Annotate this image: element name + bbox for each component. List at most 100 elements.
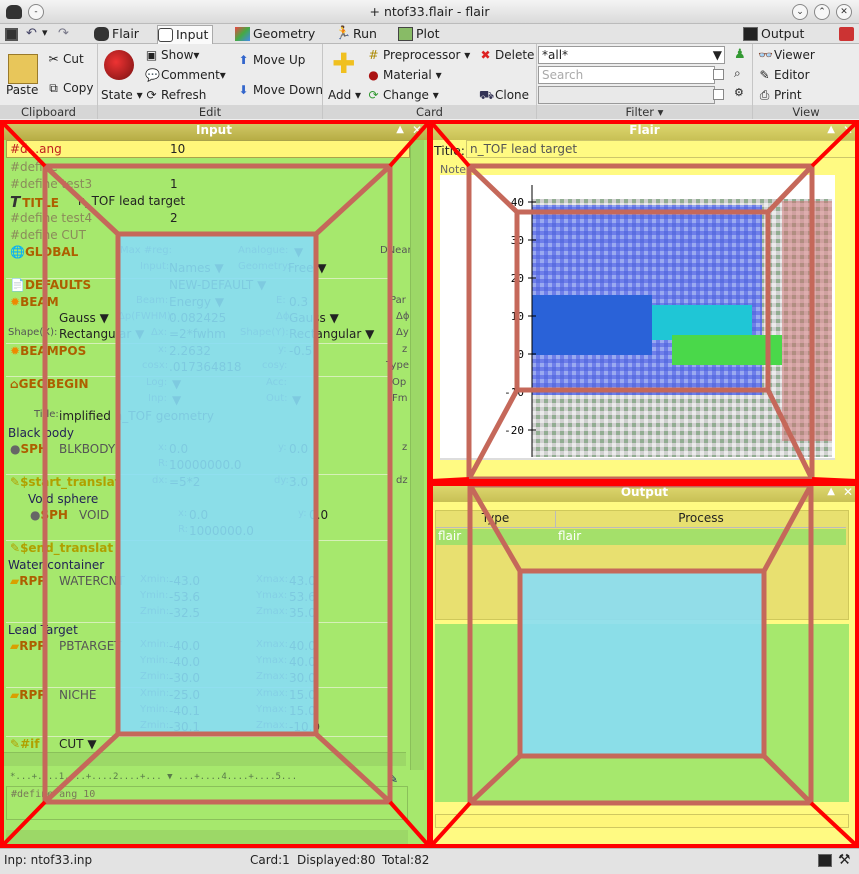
panel-close-icon[interactable]: ✕ (411, 123, 422, 137)
move-up-button[interactable]: ⬆ Move Up (237, 53, 305, 67)
state-dropdown[interactable]: State ▾ (101, 88, 143, 102)
define-test3-value[interactable]: 1 (170, 177, 178, 191)
sph2-r-value[interactable]: 1000000.0 (189, 524, 254, 538)
card-geobegin[interactable]: ⌂GEOBEGIN (10, 377, 89, 391)
editor-hscrollbar[interactable] (6, 830, 408, 844)
comment-black-body[interactable]: Black body (8, 426, 74, 440)
card-start-translat[interactable]: ✎$start_translat (10, 475, 120, 489)
sph2-y-value[interactable]: 0.0 (309, 508, 329, 522)
card-title[interactable]: T TITLE (10, 193, 59, 211)
rpp2-xmin-value[interactable]: -40.0 (169, 639, 201, 653)
rpp3-xmin-value[interactable]: -25.0 (169, 688, 201, 702)
delete-button[interactable]: ✖ Delete (479, 48, 534, 62)
tab-flair[interactable]: Flair (94, 25, 139, 44)
card-defaults[interactable]: 📄DEFAULTS (10, 278, 91, 292)
save-icon[interactable] (5, 28, 18, 41)
card-define-cut[interactable]: #define CUT (10, 228, 86, 242)
card-define-test3[interactable]: #define test3 (10, 177, 93, 191)
table-row[interactable]: flair flair (436, 529, 846, 545)
viewer-button[interactable]: 👓Viewer (758, 48, 815, 62)
filter-checkbox-2[interactable] (713, 89, 724, 100)
sph-blkbody-name[interactable]: BLKBODY (59, 442, 116, 456)
rpp1-xmin-value[interactable]: -43.0 (169, 574, 201, 588)
redo-icon[interactable]: ↷ (58, 26, 69, 41)
dy-translat-value[interactable]: 3.0 (289, 475, 309, 489)
dphi-select[interactable]: Gauss ▼ (289, 311, 339, 325)
move-down-button[interactable]: ⬇ Move Down (237, 83, 323, 97)
rpp3-zmax-value[interactable]: -10.0 (289, 720, 321, 734)
refresh-button[interactable]: ⟳ Refresh (145, 88, 206, 102)
copy-button[interactable]: ⧉ Copy (47, 81, 93, 96)
filter-checkbox-1[interactable] (713, 69, 724, 80)
rpp1-ymax-value[interactable]: 53.6 (289, 590, 316, 604)
close-button[interactable]: ✕ (836, 4, 852, 20)
analogue-select[interactable]: ▼ (294, 245, 304, 259)
log-select[interactable]: ▼ (172, 377, 182, 391)
card-sph-blkbody[interactable]: ●SPH (10, 442, 48, 456)
beampos-y-value[interactable]: -0.5 (289, 344, 313, 358)
window-menu-button[interactable]: - (28, 4, 44, 20)
panel-collapse-icon[interactable]: ▲ (396, 124, 404, 135)
define-ang-value[interactable]: 10 (170, 142, 186, 156)
rpp2-zmin-value[interactable]: -30.0 (169, 671, 201, 685)
filter-options-icon[interactable]: ⚙ (734, 86, 744, 99)
input-select[interactable]: Names ▼ (169, 261, 224, 275)
define-test4-value[interactable]: 2 (170, 211, 178, 225)
card-define-2[interactable]: #define (10, 160, 58, 174)
geo-title-value[interactable]: implified n_TOF geometry (59, 409, 214, 423)
card-end-translat[interactable]: ✎$end_translat (10, 541, 113, 555)
card-sph-void[interactable]: ●SPH (30, 508, 68, 522)
comment-lead-target[interactable]: Lead Target (8, 623, 78, 637)
rpp1-name[interactable]: WATERCNT (59, 574, 125, 588)
rpp2-xmax-value[interactable]: 40.0 (289, 639, 316, 653)
comment-void-sphere[interactable]: Void sphere (28, 492, 99, 506)
rpp3-ymax-value[interactable]: 15.0 (289, 704, 316, 718)
add-icon[interactable]: ✚ (332, 47, 356, 80)
maximize-button[interactable]: ⌃ (814, 4, 830, 20)
card-list-hscrollbar[interactable] (4, 752, 406, 766)
minimize-button[interactable]: ⌄ (792, 4, 808, 20)
card-beampos[interactable]: ✹BEAMPOS (10, 344, 86, 358)
clone-button[interactable]: ⛟Clone (479, 88, 529, 104)
out-select[interactable]: ▼ (292, 393, 302, 407)
panel-collapse-icon-2[interactable]: ▲ (827, 124, 835, 135)
sph-void-name[interactable]: VOID (79, 508, 110, 522)
sph1-y-value[interactable]: 0.0 (289, 442, 309, 456)
dp-fwhm-value[interactable]: 0.082425 (169, 311, 227, 325)
tab-output[interactable]: Output (743, 25, 804, 44)
redo-dropdown-icon[interactable]: ▾ (42, 26, 48, 39)
title-value[interactable]: n_TOF lead target (78, 194, 186, 208)
col-header-type[interactable]: Type (436, 511, 556, 528)
shape-x-select[interactable]: Rectangular ▼ (59, 327, 145, 341)
rpp3-xmax-value[interactable]: 15.0 (289, 688, 316, 702)
editor-button[interactable]: ✎ Editor (758, 68, 809, 82)
if-cut-select[interactable]: CUT ▼ (59, 737, 97, 751)
magnifier-icon[interactable]: ⌕ (734, 66, 741, 80)
dx-translat-value[interactable]: =5*2 (169, 475, 201, 489)
rpp2-ymax-value[interactable]: 40.0 (289, 655, 316, 669)
card-editor-textarea[interactable]: #define ang 10 (6, 786, 408, 820)
dx-value[interactable]: =2*fwhm (169, 327, 226, 341)
panel-close-icon-2[interactable]: ✕ (842, 123, 853, 137)
tab-run[interactable]: 🏃 Run (335, 25, 377, 44)
sph2-x-value[interactable]: 0.0 (189, 508, 209, 522)
beampos-x-value[interactable]: 2.2632 (169, 344, 211, 358)
sph1-x-value[interactable]: 0.0 (169, 442, 189, 456)
rpp1-zmax-value[interactable]: 35.0 (289, 606, 316, 620)
dp-shape-select[interactable]: Gauss ▼ (59, 311, 109, 325)
rpp3-zmin-value[interactable]: -30.1 (169, 720, 201, 734)
filter-extra-input[interactable] (538, 86, 715, 104)
card-rpp-niche[interactable]: ▰RPP (10, 688, 46, 702)
comment-water-container[interactable]: Water container (8, 558, 105, 572)
rpp1-xmax-value[interactable]: 43.0 (289, 574, 316, 588)
panel-collapse-icon-3[interactable]: ▲ (827, 486, 835, 497)
shape-y-select[interactable]: Rectangular ▼ (289, 327, 375, 341)
add-dropdown[interactable]: Add ▾ (328, 88, 362, 102)
print-button[interactable]: ⎙ Print (758, 88, 802, 103)
beam-type-select[interactable]: Energy ▼ (169, 295, 225, 309)
rpp3-ymin-value[interactable]: -40.1 (169, 704, 201, 718)
tools-icon[interactable]: ⚒ (838, 852, 851, 868)
card-rpp-watercnt[interactable]: ▰RPP (10, 574, 46, 588)
show-dropdown[interactable]: ▣ Show▾ (145, 48, 200, 62)
paste-icon[interactable] (8, 54, 38, 84)
